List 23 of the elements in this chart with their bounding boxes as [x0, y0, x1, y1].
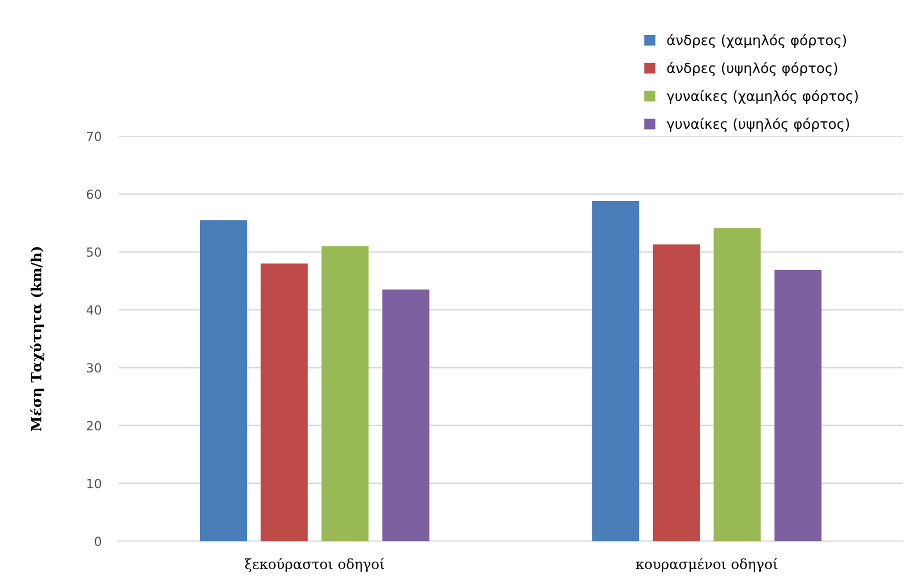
legend-label: άνδρες (υψηλός φόρτος) — [667, 62, 838, 76]
y-tick-label: 60 — [86, 190, 102, 199]
legend-label: γυναίκες (υψηλός φόρτος) — [666, 118, 849, 132]
legend-label: άνδρες (χαμηλός φόρτος) — [667, 34, 846, 48]
y-tick-label: 50 — [86, 247, 102, 257]
bar — [652, 244, 700, 542]
bar — [714, 228, 761, 542]
x-tick-label: ξεκούραστοι οδηγοί — [244, 558, 384, 572]
bar — [592, 200, 640, 542]
y-axis-title: Μέση Ταχύτητα (km/h) — [30, 247, 44, 431]
legend-label: γυναίκες (χαμηλός φόρτος) — [666, 90, 858, 104]
y-tick-label: 40 — [86, 305, 102, 315]
y-tick-label: 20 — [86, 420, 102, 430]
y-tick-label: 70 — [87, 132, 102, 142]
y-tick-label: 0 — [94, 536, 102, 546]
bar — [382, 290, 430, 542]
bar — [200, 220, 247, 542]
y-tick-label: 10 — [87, 478, 102, 488]
bar — [774, 270, 822, 542]
bar — [260, 263, 308, 542]
y-tick-label: 30 — [86, 363, 102, 373]
bar — [322, 246, 369, 542]
x-tick-label: κουρασμένοι οδηγοί — [636, 558, 778, 572]
